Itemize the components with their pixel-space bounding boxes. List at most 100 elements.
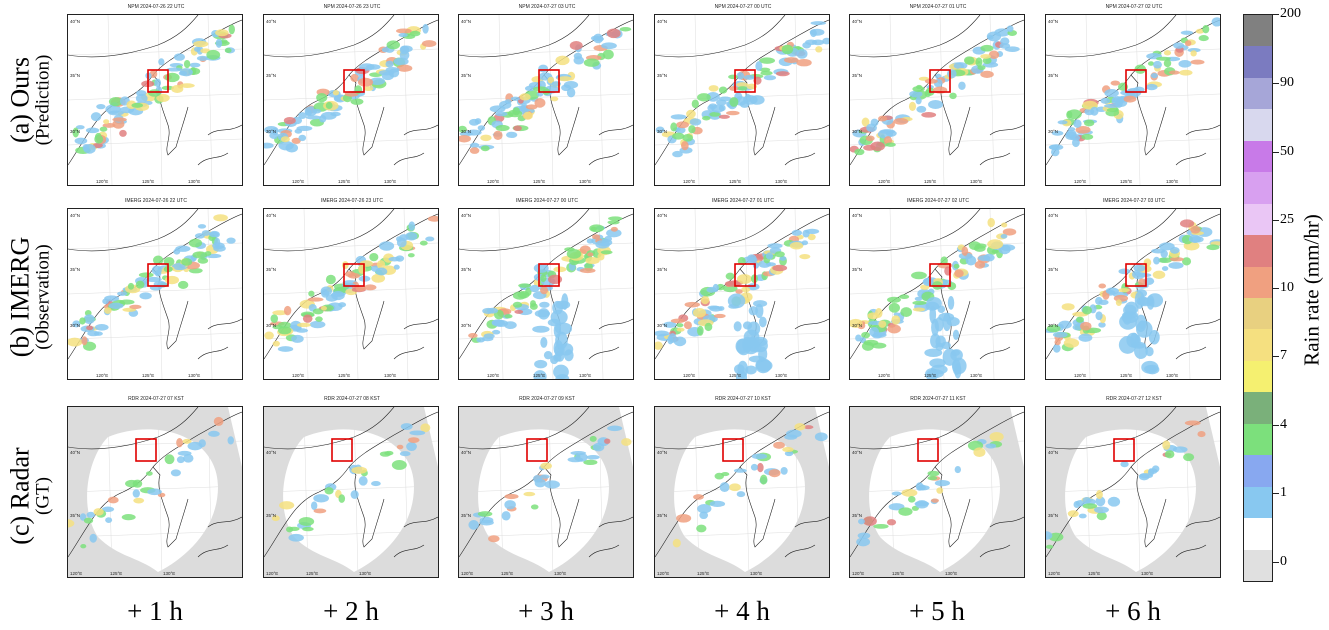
rain-cell <box>753 300 768 308</box>
rain-cell <box>608 216 623 221</box>
rain-cell <box>619 27 632 32</box>
rain-cell <box>585 257 600 265</box>
rain-cell <box>802 229 810 238</box>
rain-cell <box>587 252 594 257</box>
rain-cell <box>307 297 324 302</box>
map-panel-ours-6: NPM 2024-07-27 02 UTC 40°N 35°N 30°N 120°E 12… <box>1045 4 1221 186</box>
rain-cell <box>887 296 901 303</box>
rain-cell <box>1107 496 1121 507</box>
map-canvas: 40°N 35°N 30°N 120°E 125°E 130°E <box>68 209 242 379</box>
highlight-box <box>929 69 951 93</box>
rain-cell <box>1118 268 1131 275</box>
rain-cell <box>1163 59 1172 68</box>
colorbar-title: Rain rate (mm/hr) <box>1299 214 1324 366</box>
rain-cell <box>1145 364 1160 375</box>
rain-cell <box>315 316 323 322</box>
radar-coverage <box>87 429 218 572</box>
rain-cell <box>514 309 524 314</box>
lon-label: 130°E <box>579 179 591 184</box>
graticule <box>403 15 409 185</box>
rain-cell <box>351 466 368 474</box>
lat-label: 30°N <box>70 323 80 328</box>
rain-field <box>672 423 828 548</box>
rain-cell <box>583 58 600 67</box>
lat-label: 35°N <box>657 267 667 272</box>
rain-cell <box>735 289 743 295</box>
rain-cell <box>1095 311 1103 321</box>
highlight-box <box>343 263 365 287</box>
rain-cell <box>751 453 768 460</box>
lon-label: 120°E <box>683 373 695 378</box>
graticule <box>598 15 604 185</box>
rain-cell <box>341 261 349 270</box>
rain-cell <box>914 296 923 301</box>
rain-cell <box>1105 287 1119 295</box>
rain-cell <box>325 101 333 110</box>
rain-cell <box>809 28 825 36</box>
rain-field <box>1046 219 1220 375</box>
panel-title: RDR 2024-07-27 10 KST <box>715 396 771 402</box>
rain-cell <box>1178 60 1192 68</box>
lat-label: 35°N <box>1048 513 1058 518</box>
rain-cell <box>911 271 927 280</box>
rain-cell <box>953 62 968 70</box>
rain-cell <box>82 144 90 152</box>
rain-cell <box>369 252 379 262</box>
lon-label: 130°E <box>1166 179 1178 184</box>
rain-cell <box>166 67 182 72</box>
rain-cell <box>729 97 739 107</box>
rain-cell <box>227 436 234 445</box>
map-canvas: 40°N 35°N 30°N 120°E 125°E 130°E <box>264 209 438 379</box>
rain-cell <box>951 349 960 356</box>
lead-time-label: + 3 h <box>518 596 574 626</box>
colorbar-segment <box>1244 77 1272 110</box>
rain-cell <box>1164 450 1175 459</box>
map-canvas: 40°N 35°N 30°N 120°E 125°E 130°E <box>850 209 1024 379</box>
highlight-box <box>929 263 951 287</box>
rain-cell <box>173 53 185 61</box>
rain-cell <box>519 93 531 101</box>
rain-cell <box>1182 257 1192 266</box>
map-panel-imerg-5: IMERG 2024-07-27 02 UTC 40°N 35°N 30°N 120°E… <box>849 198 1025 380</box>
rain-cell <box>474 118 482 125</box>
row-label-sub: (Prediction) <box>32 54 54 146</box>
rain-cell <box>994 28 1010 37</box>
rain-cell <box>862 516 877 526</box>
rain-cell <box>495 111 508 117</box>
rain-cell <box>147 488 162 496</box>
row-label-ours: (a) Ours (Prediction) <box>0 14 60 186</box>
rain-cell <box>1100 97 1111 104</box>
rain-cell <box>1076 316 1084 323</box>
rain-cell <box>1158 257 1172 264</box>
graticule <box>264 440 438 448</box>
map-canvas: 40°N 35°N 120°E 125°E 130°E <box>264 407 438 577</box>
rain-cell <box>869 326 880 337</box>
lon-label: 120°E <box>96 179 108 184</box>
rain-cell <box>745 365 757 375</box>
rain-cell <box>672 150 683 158</box>
rain-cell <box>363 86 374 92</box>
rain-cell <box>338 494 346 503</box>
rain-cell <box>893 117 909 125</box>
rain-cell <box>158 58 165 66</box>
rain-cell <box>696 524 707 533</box>
highlight-box <box>343 69 365 93</box>
colorbar-segment <box>1244 360 1272 393</box>
rain-cell <box>1211 17 1220 27</box>
rain-cell <box>459 135 472 143</box>
rain-cell <box>721 472 730 477</box>
lat-label: 40°N <box>266 19 276 24</box>
rain-cell <box>213 214 228 222</box>
rain-cell <box>459 125 467 133</box>
rain-cell <box>887 324 901 334</box>
rain-cell <box>296 125 313 132</box>
map-panel-radar-2: RDR 2024-07-27 08 KST 40°N 35°N 120°E 125°E 1… <box>263 396 439 578</box>
rain-cell <box>774 251 785 258</box>
rain-cell <box>479 516 494 524</box>
rain-cell <box>386 40 401 50</box>
rain-cell <box>385 60 394 68</box>
rain-cell <box>164 275 180 285</box>
rain-cell <box>737 86 748 91</box>
row-label-sub: (GT) <box>32 477 54 515</box>
rain-cell <box>108 96 123 107</box>
